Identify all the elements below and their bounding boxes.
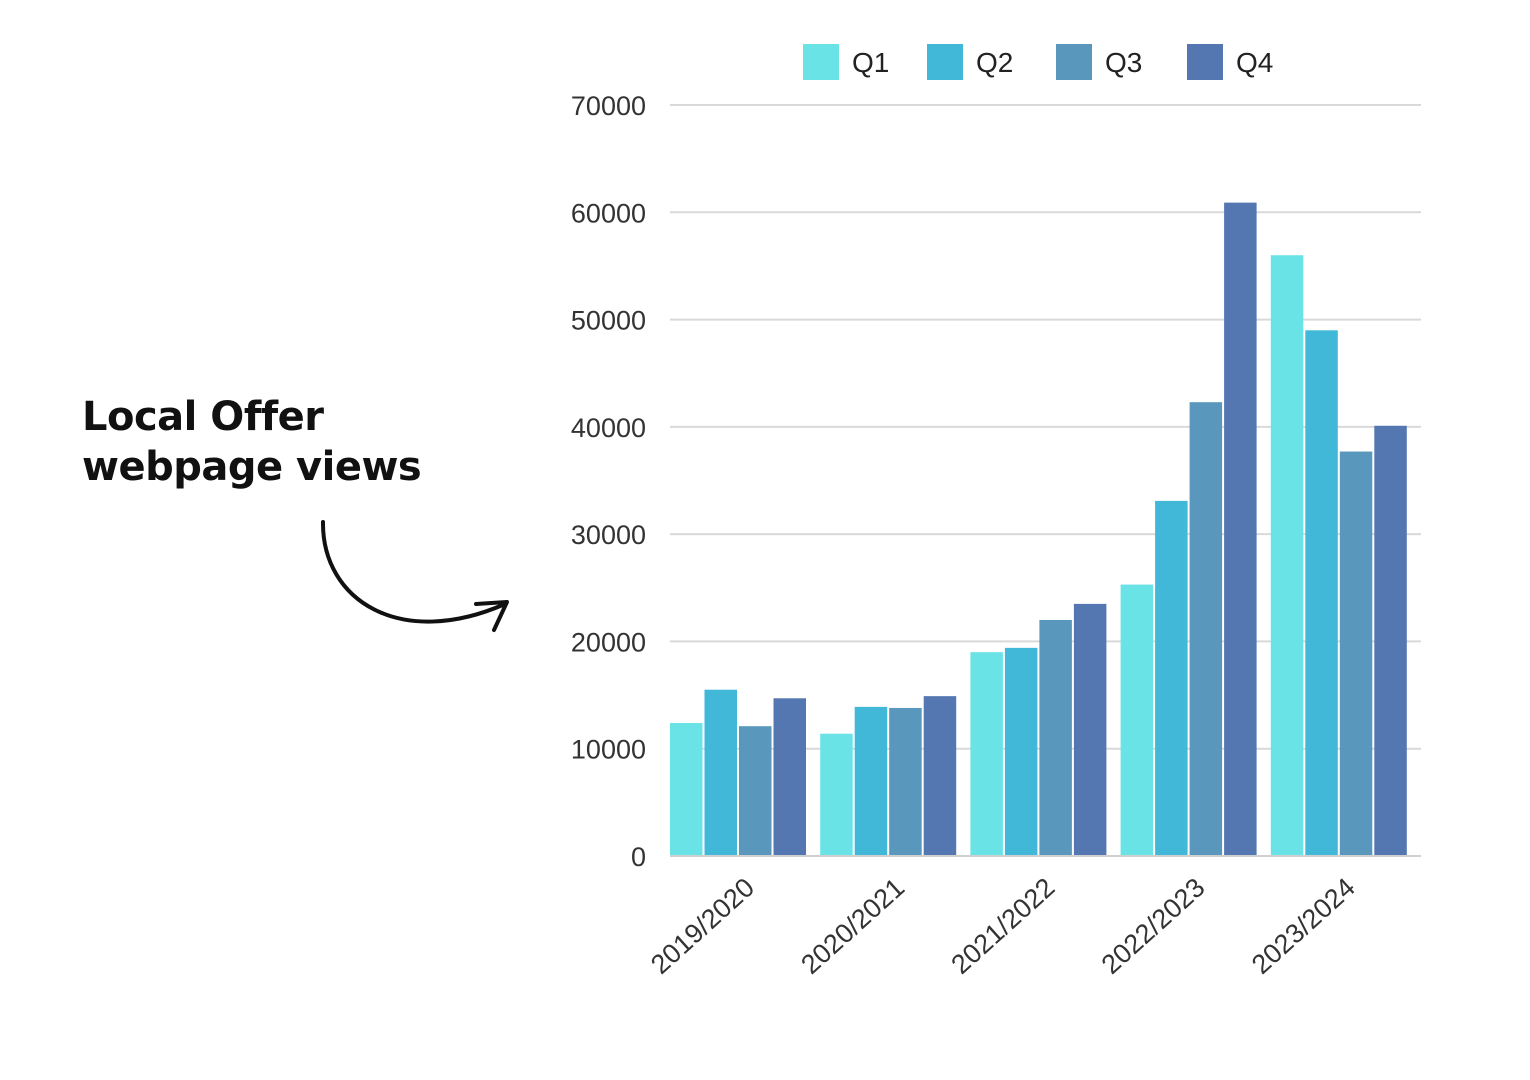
legend-label-q2: Q2: [976, 47, 1013, 78]
arrow-curve-icon: [320, 520, 507, 624]
x-tick-label: 2022/2023: [1096, 872, 1211, 980]
bar-q4-2019-2020: [773, 698, 806, 856]
x-tick-label: 2020/2021: [795, 872, 910, 980]
y-tick-label: 20000: [571, 627, 646, 657]
bars: [670, 202, 1407, 856]
legend-swatch-q3: [1056, 44, 1092, 80]
bar-q2-2023-2024: [1305, 330, 1338, 856]
annotation-title-line-1: Local Offer: [82, 394, 324, 440]
legend: Q1 Q2 Q3 Q4: [803, 44, 1273, 80]
bar-q4-2022-2023: [1224, 202, 1257, 856]
bar-q3-2022-2023: [1189, 402, 1223, 856]
bar-q2-2019-2020: [704, 689, 737, 856]
y-tick-label: 70000: [571, 91, 646, 121]
x-tick-label: 2023/2024: [1246, 872, 1361, 980]
x-tick-label: 2021/2022: [945, 872, 1060, 980]
annotation-title-line-2: webpage views: [82, 444, 422, 490]
bar-q3-2023-2024: [1339, 451, 1373, 856]
y-tick-label: 50000: [571, 306, 646, 336]
bar-q3-2019-2020: [739, 726, 772, 856]
bar-q3-2020-2021: [889, 707, 922, 856]
x-tick-label: 2019/2020: [645, 872, 760, 980]
bar-q4-2021-2022: [1073, 603, 1107, 856]
bar-q1-2023-2024: [1270, 255, 1304, 856]
y-tick-label: 30000: [571, 520, 646, 550]
bar-q1-2020-2021: [820, 733, 853, 856]
legend-swatch-q4: [1187, 44, 1223, 80]
y-tick-label: 40000: [571, 413, 646, 443]
bar-q4-2020-2021: [923, 696, 957, 856]
legend-label-q3: Q3: [1105, 47, 1142, 78]
y-tick-label: 0: [631, 842, 646, 872]
bar-q2-2021-2022: [1004, 647, 1038, 856]
legend-label-q1: Q1: [852, 47, 889, 78]
bar-q2-2020-2021: [854, 706, 888, 856]
bar-q2-2022-2023: [1155, 500, 1188, 856]
legend-swatch-q2: [927, 44, 963, 80]
bar-q3-2021-2022: [1039, 619, 1072, 856]
legend-swatch-q1: [803, 44, 839, 80]
legend-label-q4: Q4: [1236, 47, 1273, 78]
bar-q1-2019-2020: [670, 722, 703, 856]
y-tick-label: 10000: [571, 735, 646, 765]
bar-q1-2022-2023: [1120, 584, 1154, 856]
y-tick-label: 60000: [571, 198, 646, 228]
bar-q4-2023-2024: [1374, 425, 1407, 856]
bar-q1-2021-2022: [970, 652, 1003, 856]
arrow-head-icon: [474, 600, 509, 632]
annotation-title: Local Offer webpage views: [82, 392, 502, 492]
